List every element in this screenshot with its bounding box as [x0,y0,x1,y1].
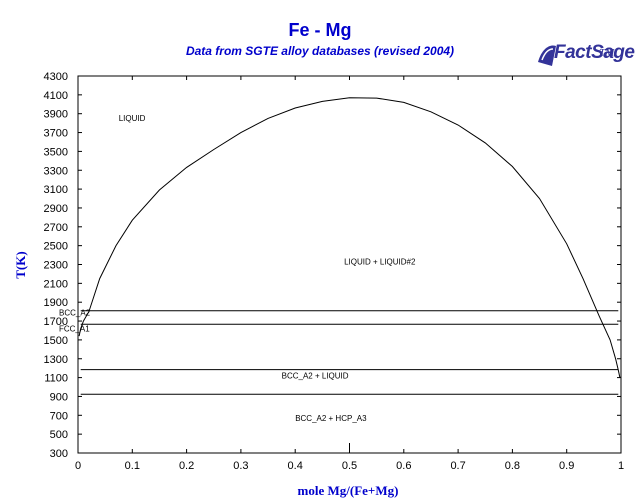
miscibility-gap-curve [78,97,621,378]
y-tick-label: 1900 [44,297,68,309]
y-tick-label: 700 [50,410,68,422]
y-tick-label: 2500 [44,241,68,253]
y-axis-title: T(K) [13,251,28,278]
x-axis: 0 0.1 0.2 0.3 0.4 0.5 0.6 0.7 0.8 0.9 1 [75,76,624,472]
logo-swoosh [538,45,556,66]
y-tick-label: 1700 [44,316,68,328]
x-tick-label: 0.2 [179,460,194,472]
y-tick-label: 4300 [44,71,68,83]
y-tick-label: 1100 [44,373,68,385]
y-tick-label: 1500 [44,335,68,347]
x-tick-label: 0.5 [342,460,357,472]
x-tick-label: 0.3 [233,460,248,472]
y-tick-label: 2900 [44,203,68,215]
y-tick-label: 1300 [44,354,68,366]
region-label: BCC_A2 + HCP_A3 [295,414,367,423]
y-axis: 300 500 700 900 1100 1300 1500 1700 1900 2100 2300… [44,71,621,460]
chart-subtitle: Data from SGTE alloy databases (revised … [185,44,455,58]
logo-trademark: TM [599,47,615,59]
y-tick-label: 500 [50,429,68,441]
x-tick-label: 1 [618,460,624,472]
region-label: LIQUID + LIQUID#2 [344,258,416,267]
x-tick-label: 0.1 [125,460,140,472]
x-tick-label: 0 [75,460,81,472]
x-tick-label: 0.7 [450,460,465,472]
region-labels: LIQUID LIQUID + LIQUID#2 BCC_A2 FCC_A1 BCC_A… [59,114,416,423]
x-axis-title: mole Mg/(Fe+Mg) [298,483,399,498]
y-tick-label: 900 [50,391,68,403]
x-tick-label: 0.4 [288,460,303,472]
region-label: BCC_A2 [59,308,91,317]
region-label: BCC_A2 + LIQUID [282,372,349,381]
logo-text: FactSage [554,42,635,63]
y-tick-label: 3900 [44,109,68,121]
y-tick-label: 3700 [44,128,68,140]
y-tick-label: 3100 [44,184,68,196]
region-label: FCC_A1 [59,324,90,333]
y-tick-label: 4100 [44,90,68,102]
chart-title: Fe - Mg [288,20,352,40]
x-tick-label: 0.6 [396,460,411,472]
y-tick-label: 3300 [44,165,68,177]
x-tick-label: 0.8 [505,460,520,472]
phase-boundaries [78,97,621,395]
y-tick-label: 2300 [44,260,68,272]
y-tick-label: 2100 [44,278,68,290]
y-tick-label: 3500 [44,146,68,158]
x-tick-label: 0.9 [559,460,574,472]
y-tick-label: 300 [50,448,68,460]
region-label: LIQUID [119,114,146,123]
factsage-logo-icon [538,45,556,66]
y-tick-label: 2700 [44,222,68,234]
logo-swoosh-inner [541,48,554,61]
